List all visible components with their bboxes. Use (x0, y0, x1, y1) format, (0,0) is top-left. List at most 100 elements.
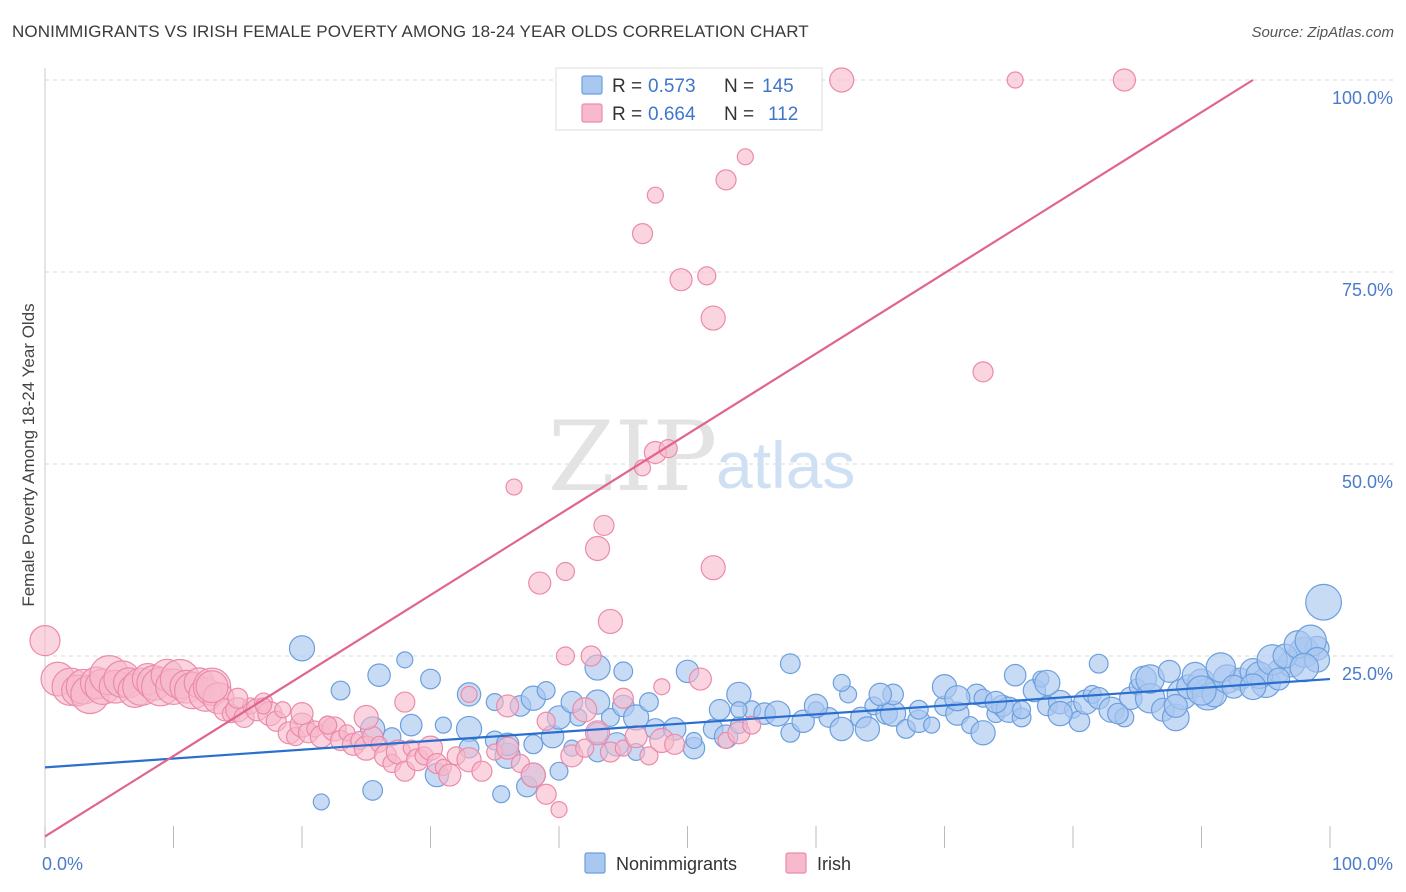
point-irish (584, 720, 611, 746)
trend-line-irish (44, 79, 1254, 838)
legend-r-value-1: 0.573 (648, 76, 696, 97)
point-nonimmigrants (832, 673, 851, 692)
point-nonimmigrants (312, 793, 330, 811)
point-nonimmigrants (396, 651, 414, 669)
legend-n-label-2: N = (724, 104, 754, 125)
point-irish (496, 736, 520, 760)
point-nonimmigrants (330, 680, 351, 701)
watermark-atlas: atlas (716, 428, 855, 502)
stats-legend: R = 0.573 N = 145 R = 0.664 N = 112 (555, 67, 823, 131)
point-nonimmigrants (1305, 583, 1343, 621)
point-irish (742, 715, 762, 735)
point-irish (639, 746, 659, 766)
point-nonimmigrants (803, 693, 829, 719)
point-nonimmigrants (1186, 675, 1217, 706)
legend-n-value-1: 145 (762, 76, 794, 97)
point-nonimmigrants (708, 698, 731, 721)
point-irish (697, 266, 717, 286)
point-irish (555, 561, 576, 582)
point-irish (700, 555, 726, 581)
point-irish (580, 645, 602, 667)
bottom-legend-swatch-nonimmigrants (584, 852, 606, 874)
point-irish (829, 67, 855, 93)
point-nonimmigrants (536, 681, 556, 701)
point-nonimmigrants (1003, 663, 1027, 687)
y-tick-label: 75.0% (1342, 280, 1393, 300)
point-nonimmigrants (420, 668, 441, 690)
point-nonimmigrants (908, 699, 929, 720)
bottom-legend-irish: Irish (817, 854, 851, 874)
point-irish (1112, 68, 1137, 92)
point-irish (528, 571, 552, 595)
point-irish (438, 763, 462, 787)
point-nonimmigrants (492, 785, 511, 804)
series-legend: Nonimmigrants Irish (584, 852, 851, 874)
point-nonimmigrants (868, 682, 893, 707)
point-irish (195, 670, 229, 704)
point-irish (496, 694, 520, 718)
legend-r-label-2: R = (612, 104, 642, 125)
point-irish (318, 715, 338, 735)
point-nonimmigrants (367, 663, 391, 687)
point-irish (535, 783, 557, 805)
series-irish (29, 67, 1137, 819)
point-nonimmigrants (970, 720, 996, 746)
y-tick-label: 50.0% (1342, 472, 1393, 492)
point-nonimmigrants (779, 653, 801, 675)
point-irish (536, 711, 556, 731)
x-tick-label: 0.0% (42, 854, 83, 874)
point-nonimmigrants (1034, 669, 1061, 697)
point-nonimmigrants (1107, 702, 1129, 725)
point-nonimmigrants (1047, 700, 1073, 727)
point-nonimmigrants (1239, 673, 1267, 701)
point-irish (274, 701, 292, 719)
point-nonimmigrants (829, 716, 854, 742)
point-irish (460, 685, 478, 704)
point-irish (471, 760, 493, 782)
point-nonimmigrants (854, 716, 881, 742)
point-irish (290, 701, 314, 726)
bottom-legend-nonimmigrants: Nonimmigrants (616, 854, 737, 874)
point-irish (584, 535, 611, 562)
point-irish (1006, 71, 1024, 89)
point-irish (612, 687, 634, 709)
watermark: ZIP atlas (548, 401, 855, 513)
legend-swatch-irish (581, 103, 603, 123)
point-nonimmigrants (638, 692, 659, 713)
point-nonimmigrants (1266, 667, 1291, 691)
point-nonimmigrants (1163, 693, 1188, 718)
point-nonimmigrants (1205, 652, 1237, 683)
y-axis-label: Female Poverty Among 18-24 Year Olds (19, 303, 38, 606)
point-irish (520, 762, 546, 788)
point-irish (29, 625, 61, 657)
point-nonimmigrants (399, 713, 423, 737)
point-nonimmigrants (923, 716, 941, 734)
point-irish (688, 667, 712, 691)
bottom-legend-swatch-irish (785, 852, 807, 874)
source-label: Source: ZipAtlas.com (1251, 24, 1394, 41)
point-irish (664, 733, 686, 755)
point-irish (555, 646, 576, 666)
point-irish (572, 697, 598, 723)
point-nonimmigrants (1157, 659, 1181, 683)
point-nonimmigrants (944, 685, 971, 712)
point-nonimmigrants (730, 701, 748, 719)
point-irish (593, 514, 615, 537)
point-irish (972, 361, 994, 383)
point-nonimmigrants (549, 761, 569, 781)
point-irish (227, 687, 249, 709)
point-nonimmigrants (685, 731, 703, 750)
point-irish (624, 725, 648, 749)
legend-swatch-nonimmigrants (581, 75, 603, 95)
point-nonimmigrants (288, 635, 316, 662)
chart-title: NONIMMIGRANTS VS IRISH FEMALE POVERTY AM… (12, 22, 809, 41)
watermark-zip: ZIP (548, 401, 717, 513)
point-irish (394, 691, 416, 713)
tick-labels: 25.0% 50.0% 75.0% 100.0% 0.0% 100.0% (42, 88, 1393, 874)
point-irish (575, 738, 595, 758)
point-nonimmigrants (362, 779, 384, 801)
legend-r-value-2: 0.664 (648, 104, 696, 125)
point-nonimmigrants (1012, 700, 1032, 720)
legend-n-label-1: N = (724, 76, 754, 97)
